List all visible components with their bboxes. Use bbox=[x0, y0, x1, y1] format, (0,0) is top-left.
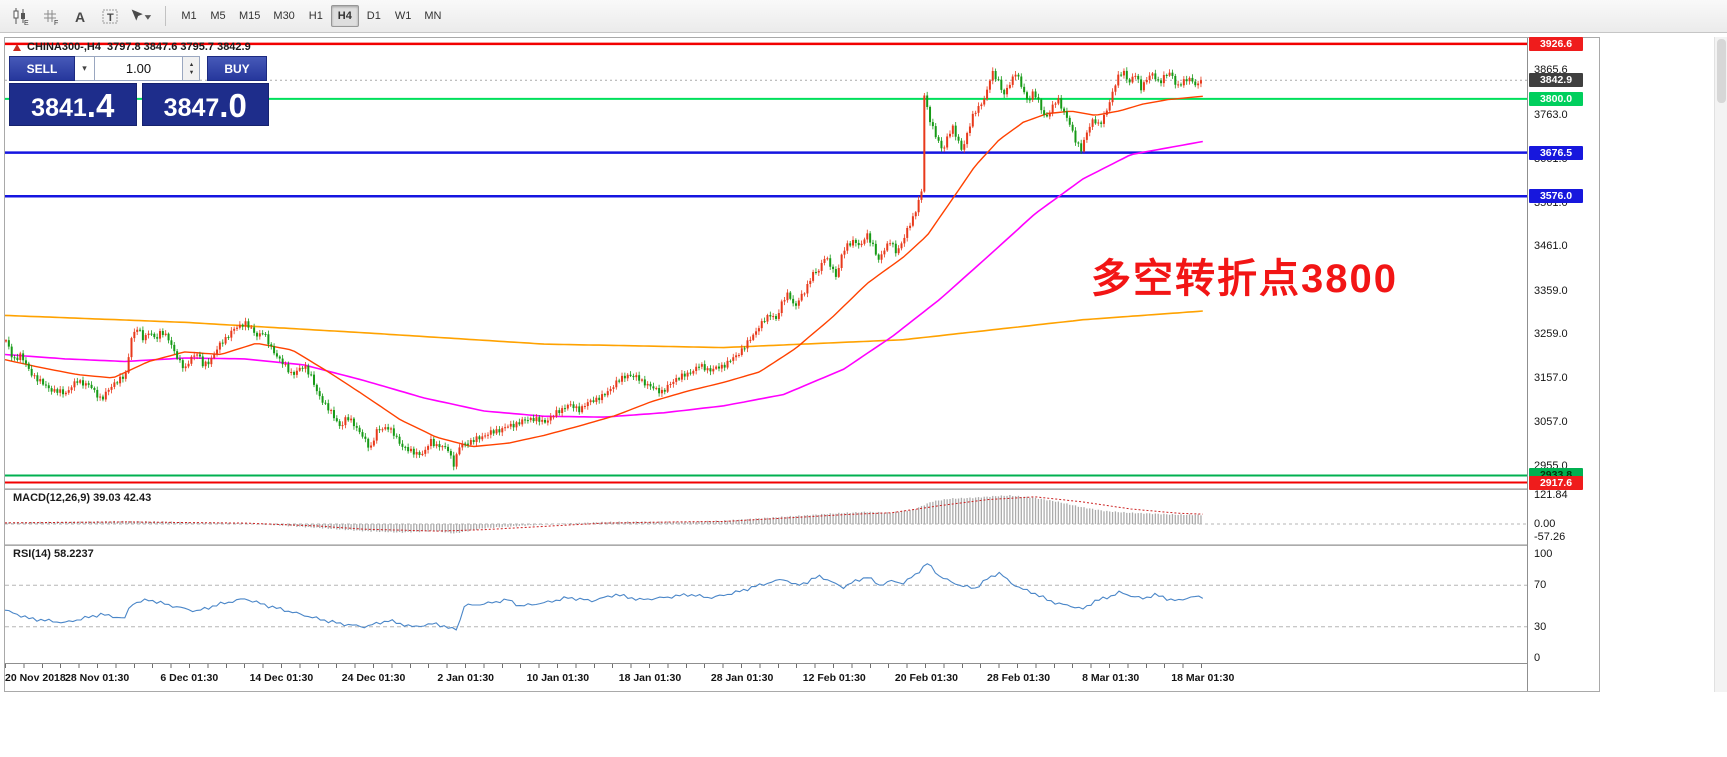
price-label-box: 3800.0 bbox=[1529, 91, 1583, 106]
rsi-tick: 0 bbox=[1534, 652, 1541, 664]
volume-up-icon[interactable]: ▲ bbox=[188, 61, 194, 67]
volume-input[interactable] bbox=[95, 56, 183, 81]
timeframe-M15[interactable]: M15 bbox=[239, 10, 261, 22]
time-label: 14 Dec 01:30 bbox=[249, 672, 314, 684]
chart-ohlc-values: 3797.8 3847.6 3795.7 3842.9 bbox=[106, 41, 251, 53]
timeframe-W1[interactable]: W1 bbox=[394, 10, 412, 22]
price-label-box: 3926.6 bbox=[1529, 36, 1583, 51]
text-a-tool-icon[interactable]: A bbox=[66, 4, 94, 28]
bid-price-fraction: .4 bbox=[86, 87, 115, 124]
macd-tick: 0.00 bbox=[1534, 518, 1556, 531]
macd-indicator-label: MACD(12,26,9) 39.03 42.43 bbox=[13, 492, 152, 504]
timeframe-M1[interactable]: M1 bbox=[181, 10, 197, 22]
time-label: 6 Dec 01:30 bbox=[160, 672, 219, 684]
plot-area: CHINA300-,H4 3797.8 3847.6 3795.7 3842.9… bbox=[5, 38, 1527, 691]
time-label: 20 Nov 2018 bbox=[5, 672, 66, 684]
timeframe-MN[interactable]: MN bbox=[424, 10, 442, 22]
svg-text:A: A bbox=[75, 9, 85, 25]
buy-button[interactable]: BUY bbox=[207, 56, 267, 81]
candles-tool-icon[interactable]: E bbox=[6, 4, 34, 28]
bid-price-button[interactable]: 3841.4 bbox=[9, 83, 137, 126]
time-label: 18 Jan 01:30 bbox=[618, 672, 682, 684]
ask-price-button[interactable]: 3847.0 bbox=[141, 83, 269, 126]
price-axis[interactable]: 3865.63763.03661.03561.03461.03359.03259… bbox=[1527, 36, 1599, 691]
timeframe-H4[interactable]: H4 bbox=[330, 5, 359, 27]
time-label: 24 Dec 01:30 bbox=[341, 672, 406, 684]
macd-tick: 121.84 bbox=[1534, 489, 1568, 502]
svg-text:T: T bbox=[107, 12, 114, 24]
time-axis-ticks bbox=[5, 664, 1213, 668]
time-label: 28 Jan 01:30 bbox=[710, 672, 774, 684]
timeframe-H1[interactable]: H1 bbox=[308, 10, 323, 22]
price-label-box: 3676.5 bbox=[1529, 145, 1583, 160]
rsi-indicator-label: RSI(14) 58.2237 bbox=[13, 548, 94, 560]
time-label: 28 Nov 01:30 bbox=[65, 672, 130, 684]
time-label: 10 Jan 01:30 bbox=[526, 672, 590, 684]
cursor-tool-icon[interactable] bbox=[126, 4, 154, 28]
volume-down-icon[interactable]: ▼ bbox=[188, 69, 194, 75]
price-label-box: 3576.0 bbox=[1529, 189, 1583, 204]
sell-button[interactable]: SELL bbox=[9, 56, 75, 81]
vertical-scrollbar[interactable] bbox=[1714, 37, 1727, 692]
timeframe-M5[interactable]: M5 bbox=[210, 10, 226, 22]
macd-canvas[interactable] bbox=[5, 490, 1527, 544]
panel-separator[interactable] bbox=[5, 544, 1527, 546]
chart-window: CHINA300-,H4 3797.8 3847.6 3795.7 3842.9… bbox=[4, 36, 1600, 692]
timeframe-M30[interactable]: M30 bbox=[273, 10, 295, 22]
time-label: 20 Feb 01:30 bbox=[894, 672, 958, 684]
grid-tool-icon[interactable]: F bbox=[36, 4, 64, 28]
time-label: 8 Mar 01:30 bbox=[1082, 672, 1140, 684]
main-chart-canvas[interactable] bbox=[5, 38, 1527, 488]
svg-text:F: F bbox=[54, 20, 58, 26]
timeframe-group: M1 M5 M15 M30 H1 H4 D1 W1 MN bbox=[175, 5, 448, 27]
top-toolbar: E F A T M1 M5 M15 M30 H1 H4 D1 W1 MN bbox=[0, 0, 1727, 33]
ask-price-main: 3847 bbox=[163, 94, 220, 122]
price-tick: 3057.0 bbox=[1534, 415, 1568, 428]
rsi-tick: 70 bbox=[1534, 579, 1547, 592]
price-tick: 3157.0 bbox=[1534, 372, 1568, 385]
rsi-canvas[interactable] bbox=[5, 546, 1527, 663]
time-label: 18 Mar 01:30 bbox=[1171, 672, 1235, 684]
time-axis[interactable]: 20 Nov 2018 28 Nov 01:30 6 Dec 01:30 14 Dec… bbox=[5, 663, 1527, 691]
volume-spinner: ▲ ▼ bbox=[183, 56, 200, 81]
time-label: 2 Jan 01:30 bbox=[437, 672, 494, 684]
time-label: 28 Feb 01:30 bbox=[987, 672, 1051, 684]
panel-separator[interactable] bbox=[5, 488, 1527, 490]
vertical-scrollbar-thumb[interactable] bbox=[1717, 39, 1726, 103]
time-label: 12 Feb 01:30 bbox=[802, 672, 866, 684]
chart-annotation-text[interactable]: 多空转折点3800 bbox=[1091, 257, 1398, 301]
timeframe-D1[interactable]: D1 bbox=[366, 10, 381, 22]
rsi-tick: 30 bbox=[1534, 620, 1547, 633]
macd-tick: -57.26 bbox=[1534, 531, 1566, 544]
price-tick: 3259.0 bbox=[1534, 328, 1568, 341]
bid-price-main: 3841 bbox=[31, 94, 87, 122]
chart-symbol-label: CHINA300-,H4 bbox=[27, 41, 101, 53]
price-tick: 3359.0 bbox=[1534, 284, 1568, 297]
chart-title: CHINA300-,H4 3797.8 3847.6 3795.7 3842.9 bbox=[13, 41, 251, 53]
volume-dropdown-icon[interactable]: ▾ bbox=[75, 56, 95, 81]
svg-text:E: E bbox=[24, 20, 29, 26]
price-label-box: 2917.6 bbox=[1529, 475, 1583, 490]
rsi-tick: 100 bbox=[1534, 548, 1553, 560]
price-tick: 3763.0 bbox=[1534, 108, 1568, 121]
one-click-trade-panel: SELL ▾ ▲ ▼ BUY 3841.4 3847.0 bbox=[9, 56, 269, 126]
toolbar-separator bbox=[165, 6, 166, 26]
symbol-marker-icon bbox=[13, 43, 21, 51]
price-label-box: 3842.9 bbox=[1529, 73, 1583, 88]
ask-price-fraction: .0 bbox=[219, 87, 247, 124]
text-label-tool-icon[interactable]: T bbox=[96, 4, 124, 28]
price-tick: 3461.0 bbox=[1534, 240, 1568, 253]
